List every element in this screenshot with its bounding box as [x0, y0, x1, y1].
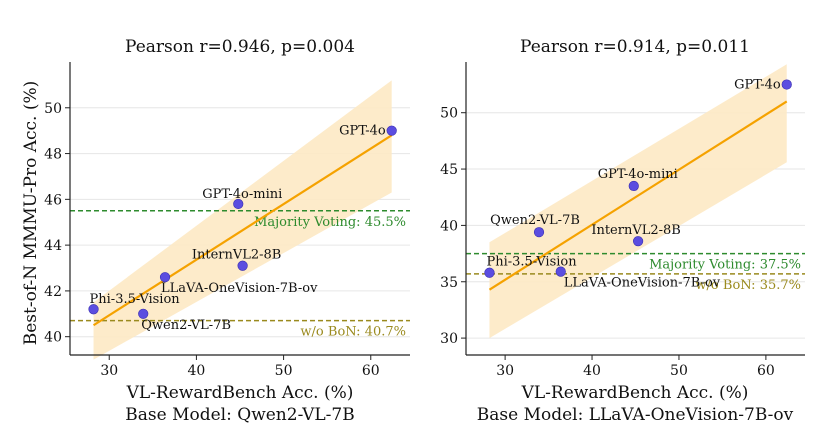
right-y-tick-label: 35 [440, 275, 458, 291]
right-data-point [628, 180, 639, 192]
left-point-label: GPT-4o-mini [202, 187, 282, 202]
right-confidence-band [489, 64, 787, 339]
left-data-point [138, 308, 149, 319]
left-data-point [159, 272, 171, 283]
right-y-tick-label: 50 [440, 106, 458, 122]
left-point-label: Qwen2-VL-7B [141, 318, 231, 333]
right-y-tick-label: 40 [440, 218, 458, 234]
left-y-tick-label: 44 [44, 238, 62, 254]
left-y-tick-label: 50 [44, 101, 62, 117]
left-y-tick-label: 40 [44, 330, 62, 346]
left-x-tick-label: 40 [187, 363, 205, 379]
right-panel: Pearson r=0.914, p=0.011 VL-RewardBench … [440, 37, 805, 425]
right-panel-title: Pearson r=0.914, p=0.011 [520, 37, 750, 57]
right-x-tick-label: 60 [757, 363, 775, 379]
right-x-tick-label: 50 [670, 363, 688, 379]
left-point-label: InternVL2-8B [192, 248, 282, 263]
right-point-label: Phi-3.5-Vision [486, 255, 577, 270]
right-y-tick-label: 30 [440, 331, 458, 347]
right-point-label: GPT-4o [734, 78, 781, 93]
left-x-tick-label: 50 [275, 363, 293, 379]
right-data-point [533, 227, 545, 238]
left-data-point [386, 125, 397, 136]
left-panel-title: Pearson r=0.946, p=0.004 [125, 37, 355, 57]
left-reference-line-label: Majority Voting: 45.5% [254, 215, 406, 230]
right-data-point [555, 266, 566, 277]
left-point-label: Phi-3.5-Vision [90, 292, 181, 307]
right-y-tick-label: 45 [440, 162, 458, 178]
right-data-point [781, 79, 792, 90]
left-x-tick-label: 60 [362, 363, 380, 379]
left-y-tick-label: 42 [44, 284, 62, 300]
left-x-axis-label: VL-RewardBench Acc. (%) [126, 383, 354, 403]
right-data-point [633, 236, 644, 247]
left-point-label: GPT-4o [339, 124, 386, 139]
left-data-point [237, 260, 248, 271]
right-x-tick-label: 40 [583, 363, 601, 379]
right-fit-line [488, 100, 788, 291]
left-fit-line [92, 134, 393, 327]
shared-y-axis-label: Best-of-N MMMU-Pro Acc. (%) [21, 81, 41, 346]
left-reference-line-label: w/o BoN: 40.7% [300, 325, 406, 340]
right-reference-line-label: w/o BoN: 35.7% [695, 278, 801, 293]
left-x-tick-label: 30 [100, 363, 118, 379]
right-point-label: GPT-4o-mini [598, 167, 678, 182]
left-point-label: LLaVA-OneVision-7B-ov [161, 281, 318, 296]
left-data-point [233, 198, 244, 210]
left-y-tick-label: 48 [44, 147, 62, 163]
left-confidence-band [93, 80, 392, 360]
right-reference-line-label: Majority Voting: 37.5% [649, 258, 801, 273]
left-y-tick-label: 46 [44, 192, 62, 208]
right-panel-subtitle: Base Model: LLaVA-OneVision-7B-ov [477, 405, 794, 425]
right-x-axis-label: VL-RewardBench Acc. (%) [521, 383, 749, 403]
right-point-label: Qwen2-VL-7B [490, 213, 580, 228]
left-panel: Pearson r=0.946, p=0.004 VL-RewardBench … [44, 37, 410, 425]
left-panel-subtitle: Base Model: Qwen2-VL-7B [125, 405, 354, 425]
right-x-tick-label: 30 [496, 363, 514, 379]
left-data-point [88, 304, 99, 315]
right-point-label: LLaVA-OneVision-7B-ov [564, 276, 721, 291]
right-point-label: InternVL2-8B [591, 223, 681, 238]
right-data-point [484, 267, 495, 278]
